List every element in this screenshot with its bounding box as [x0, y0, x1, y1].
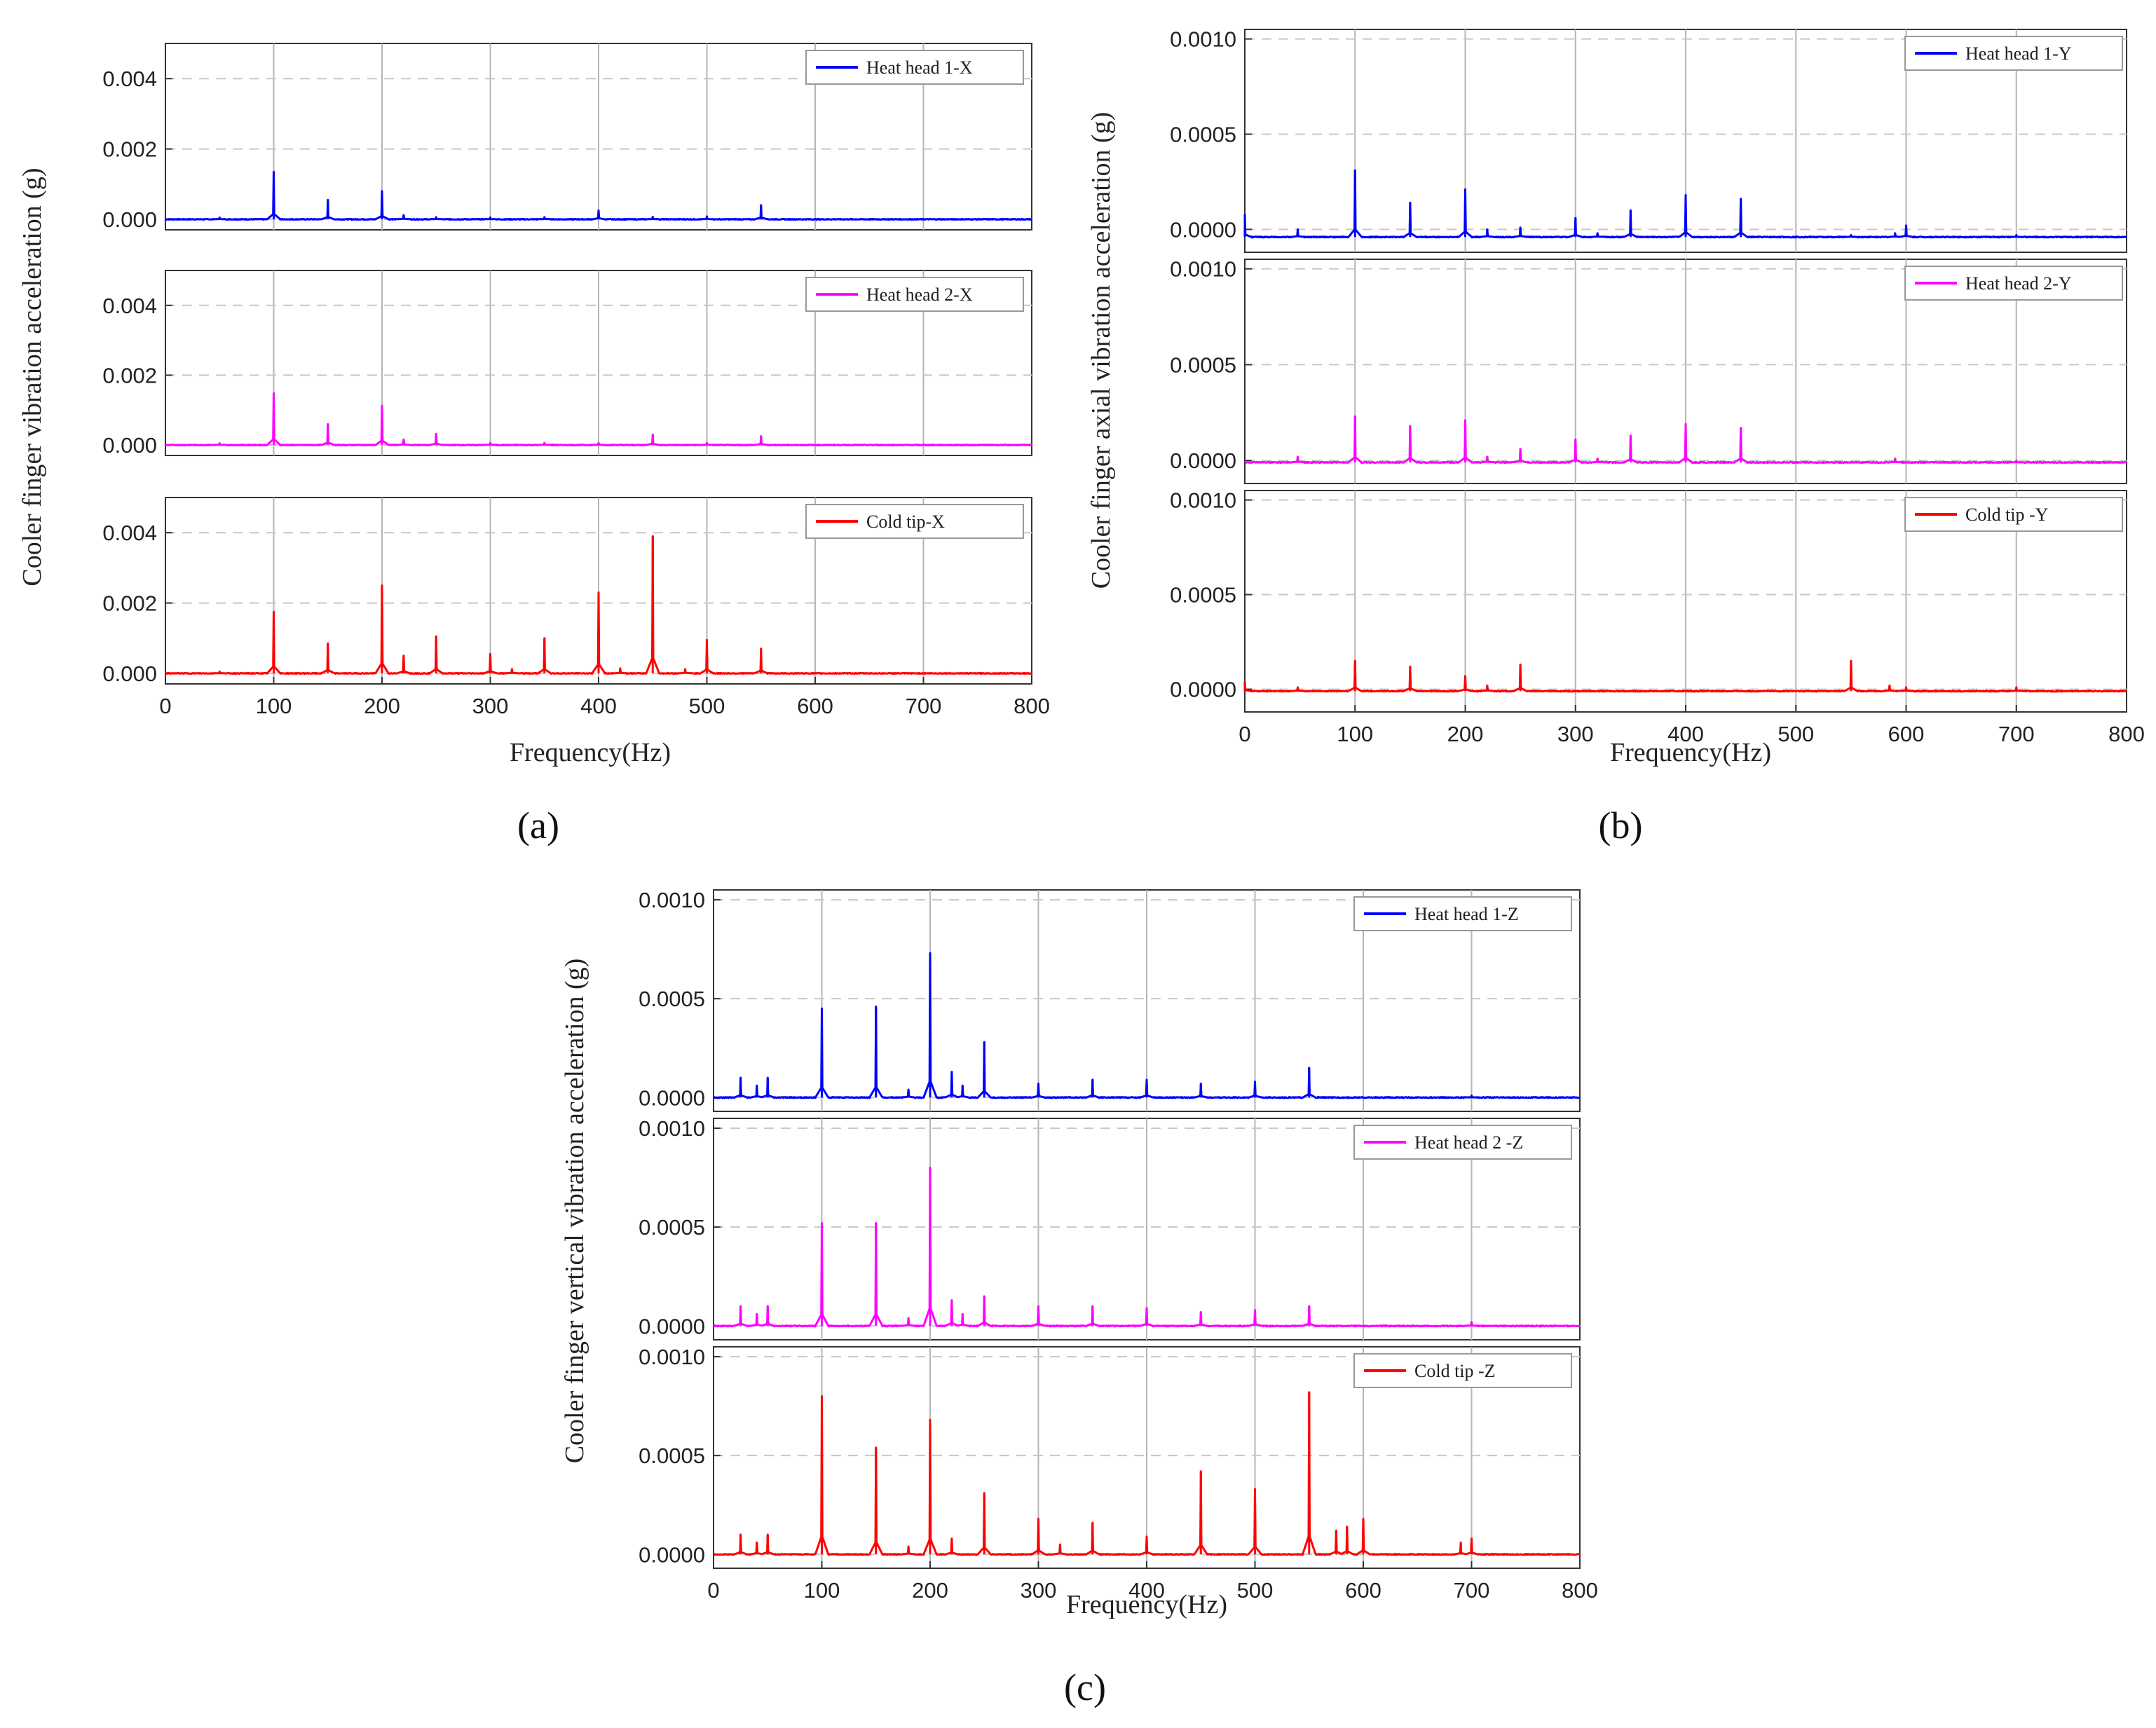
legend-label: Heat head 2-X	[866, 284, 973, 305]
y-tick-label: 0.0005	[639, 987, 705, 1011]
subplot-a-2: 0.000 0.002 0.004 Heat head 2-X	[102, 270, 1032, 458]
panel-a-label: (a)	[517, 804, 559, 846]
x-tick-label: 100	[256, 694, 292, 718]
y-tick-label: 0.000	[102, 207, 157, 232]
x-tick-label: 300	[1557, 722, 1594, 746]
subplot-c-2: 0.0000 0.0005 0.0010 Heat head 2 -Z	[639, 1116, 1581, 1340]
y-tick-label: 0.002	[102, 363, 157, 388]
x-tick-label: 700	[1998, 722, 2035, 746]
x-tick-label: 400	[1128, 1578, 1165, 1603]
subplot-b-3: 0.0000 0.0005 0.0010 Cold tip -Y	[1170, 488, 2127, 713]
y-tick-label: 0.002	[102, 591, 157, 616]
legend-label: Cold tip -Y	[1965, 505, 2049, 525]
x-tick-label: 300	[1021, 1578, 1057, 1603]
y-tick-label: 0.0005	[639, 1444, 705, 1468]
panel-b-xlabel: Frequency(Hz)	[1610, 738, 1771, 767]
panel-b: Cooler finger axial vibration accelerati…	[1086, 27, 2145, 846]
y-tick-label: 0.0005	[1170, 122, 1236, 146]
y-tick-label: 0.004	[102, 521, 157, 545]
y-tick-label: 0.0005	[1170, 583, 1236, 608]
legend-label: Heat head 1-X	[866, 57, 973, 78]
y-tick-label: 0.002	[102, 137, 157, 162]
x-tick-label: 0	[159, 694, 171, 718]
x-tick-label: 200	[912, 1578, 948, 1603]
y-tick-label: 0.004	[102, 67, 157, 91]
x-tick-label: 600	[797, 694, 833, 718]
legend-label: Cold tip-X	[866, 512, 945, 532]
x-tick-label: 100	[1337, 722, 1373, 746]
panel-b-ylabel: Cooler finger axial vibration accelerati…	[1086, 112, 1116, 589]
legend-label: Heat head 2 -Z	[1414, 1132, 1523, 1153]
y-tick-label: 0.0010	[639, 1345, 705, 1369]
panel-a-xlabel: Frequency(Hz)	[510, 738, 671, 767]
subplot-c-3: 0.0000 0.0005 0.0010 Cold tip -Z	[639, 1345, 1581, 1569]
y-tick-label: 0.004	[102, 294, 157, 318]
x-tick-label: 200	[1447, 722, 1484, 746]
x-tick-label: 800	[1014, 694, 1050, 718]
y-tick-label: 0.0005	[1170, 352, 1236, 377]
x-tick-label: 600	[1345, 1578, 1381, 1603]
y-tick-label: 0.000	[102, 433, 157, 458]
y-tick-label: 0.0000	[1170, 448, 1236, 473]
y-tick-label: 0.0010	[639, 888, 705, 912]
x-tick-label: 0	[707, 1578, 719, 1603]
x-tick-label: 700	[1454, 1578, 1490, 1603]
y-tick-label: 0.0010	[1170, 488, 1236, 513]
y-tick-label: 0.0000	[1170, 678, 1236, 702]
y-tick-label: 0.0010	[1170, 257, 1236, 282]
x-tick-label: 300	[472, 694, 509, 718]
y-tick-label: 0.0000	[639, 1314, 705, 1338]
x-tick-label: 500	[1778, 722, 1814, 746]
subplot-b-2: 0.0000 0.0005 0.0010 Heat head 2-Y	[1170, 257, 2127, 484]
subplot-b-1: 0.0000 0.0005 0.0010 Heat head 1-Y	[1170, 27, 2127, 253]
y-tick-label: 0.0000	[639, 1542, 705, 1567]
x-tick-label: 500	[1237, 1578, 1274, 1603]
y-tick-label: 0.000	[102, 661, 157, 686]
x-tick-label: 0	[1239, 722, 1250, 746]
x-tick-label: 600	[1888, 722, 1925, 746]
y-tick-label: 0.0010	[1170, 27, 1236, 52]
y-tick-label: 0.0005	[639, 1215, 705, 1240]
x-tick-label: 500	[689, 694, 725, 718]
x-tick-label: 700	[906, 694, 942, 718]
legend-label: Cold tip -Z	[1414, 1361, 1496, 1381]
y-tick-label: 0.0000	[1170, 217, 1236, 242]
series-line-heat-head-2-y	[1244, 415, 2127, 465]
series-line-cold-tip-x	[165, 535, 1032, 675]
panel-b-label: (b)	[1599, 804, 1643, 846]
panel-c-ylabel: Cooler finger vertical vibration acceler…	[560, 959, 589, 1464]
panel-a: Cooler finger vibration acceleration (g)…	[18, 43, 1050, 846]
legend-label: Heat head 1-Z	[1414, 904, 1519, 924]
y-tick-label: 0.0000	[639, 1085, 705, 1110]
panel-c-label: (c)	[1064, 1666, 1106, 1708]
x-tick-label: 800	[1562, 1578, 1598, 1603]
y-tick-label: 0.0010	[639, 1116, 705, 1141]
series-line-cold-tip--y	[1243, 659, 2127, 693]
x-tick-label: 400	[580, 694, 617, 718]
x-tick-label: 400	[1667, 722, 1704, 746]
panel-c: Cooler finger vertical vibration acceler…	[560, 888, 1598, 1708]
subplot-c-1: 0.0000 0.0005 0.0010 Heat head 1-Z	[639, 888, 1581, 1112]
x-tick-label: 100	[804, 1578, 840, 1603]
subplot-a-3: 0.000 0.002 0.004 Cold tip-X	[102, 497, 1032, 686]
x-tick-label: 800	[2108, 722, 2145, 746]
x-tick-label: 200	[364, 694, 400, 718]
panel-a-ylabel: Cooler finger vibration acceleration (g)	[18, 167, 47, 586]
legend-label: Heat head 1-Y	[1965, 43, 2072, 64]
panel-c-xlabel: Frequency(Hz)	[1066, 1590, 1227, 1619]
subplot-a-1: 0.000 0.002 0.004 Heat head 1-X	[102, 43, 1032, 232]
legend-label: Heat head 2-Y	[1965, 273, 2072, 294]
